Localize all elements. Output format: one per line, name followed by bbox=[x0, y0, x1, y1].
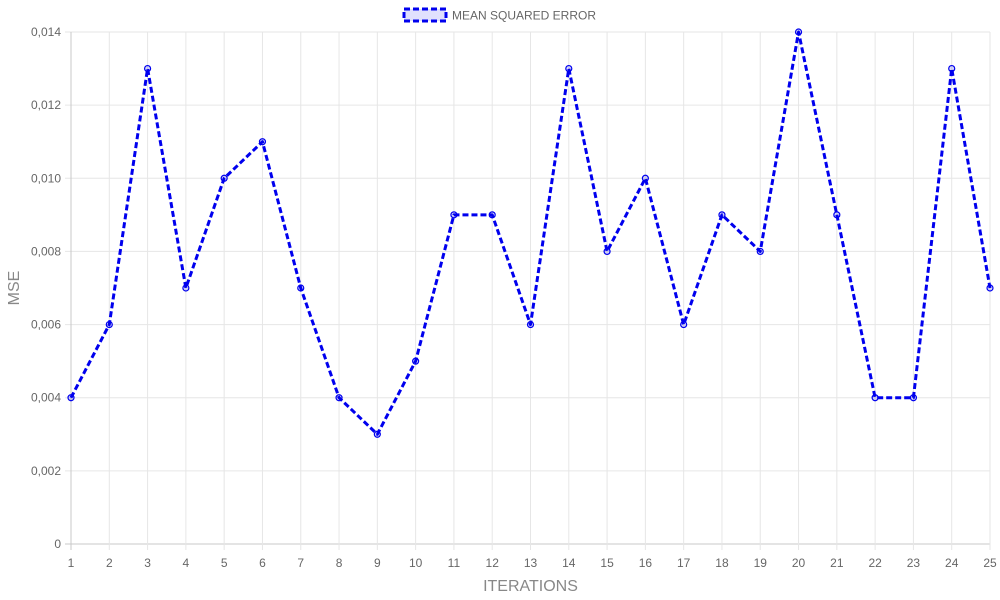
data-point bbox=[297, 284, 305, 292]
data-point bbox=[756, 247, 764, 256]
data-point bbox=[986, 284, 994, 292]
data-point bbox=[909, 394, 918, 402]
y-tick-label: 0,008 bbox=[31, 244, 61, 258]
x-tick-label: 17 bbox=[677, 556, 691, 570]
x-tick-label: 6 bbox=[259, 556, 266, 570]
data-point bbox=[641, 174, 649, 182]
data-point bbox=[680, 320, 688, 329]
data-point bbox=[373, 430, 381, 438]
data-point bbox=[220, 174, 228, 182]
data-point bbox=[833, 211, 841, 219]
x-tick-label: 4 bbox=[183, 556, 190, 570]
data-point bbox=[948, 64, 956, 73]
x-tick-label: 24 bbox=[945, 556, 959, 570]
data-point bbox=[488, 211, 496, 219]
x-tick-label: 7 bbox=[297, 556, 304, 570]
x-tick-label: 13 bbox=[524, 556, 538, 570]
x-tick-label: 15 bbox=[600, 556, 614, 570]
x-tick-label: 25 bbox=[983, 556, 997, 570]
y-tick-label: 0,006 bbox=[31, 318, 61, 332]
grid bbox=[65, 31, 991, 550]
data-point bbox=[871, 394, 879, 402]
data-point bbox=[258, 138, 267, 146]
data-point bbox=[565, 64, 573, 73]
x-tick-label: 21 bbox=[830, 556, 844, 570]
x-tick-label: 5 bbox=[221, 556, 228, 570]
data-point bbox=[450, 211, 458, 219]
x-tick-label: 10 bbox=[409, 556, 423, 570]
x-tick-label: 12 bbox=[486, 556, 500, 570]
legend-swatch bbox=[402, 7, 448, 23]
data-point bbox=[794, 28, 803, 36]
y-tick-label: 0,014 bbox=[31, 25, 61, 39]
x-tick-label: 8 bbox=[336, 556, 343, 570]
y-tick-label: 0,012 bbox=[31, 98, 61, 112]
y-tick-label: 0,002 bbox=[31, 464, 61, 478]
x-tick-label: 19 bbox=[754, 556, 768, 570]
x-tick-label: 18 bbox=[715, 556, 729, 570]
x-tick-label: 22 bbox=[868, 556, 882, 570]
y-tick-label: 0,010 bbox=[31, 171, 61, 185]
data-point bbox=[143, 64, 152, 73]
x-tick-label: 20 bbox=[792, 556, 806, 570]
data-point bbox=[412, 357, 420, 365]
data-point bbox=[182, 284, 190, 292]
x-axis-title: ITERATIONS bbox=[483, 578, 578, 595]
series-line bbox=[69, 30, 992, 436]
legend[interactable]: MEAN SQUARED ERROR bbox=[402, 7, 596, 23]
x-tick-label: 2 bbox=[106, 556, 113, 570]
series-layer bbox=[67, 28, 994, 438]
x-tick-label: 3 bbox=[144, 556, 151, 570]
data-point bbox=[603, 247, 611, 256]
data-point bbox=[718, 211, 726, 219]
x-tick-label: 11 bbox=[448, 556, 461, 570]
data-point bbox=[67, 394, 75, 402]
y-tick-label: 0,004 bbox=[31, 391, 61, 405]
data-point bbox=[105, 320, 113, 329]
x-tick-label: 16 bbox=[639, 556, 653, 570]
y-axis-title: MSE bbox=[6, 271, 23, 306]
data-point bbox=[335, 394, 343, 402]
data-point bbox=[526, 320, 535, 329]
x-tick-label: 9 bbox=[374, 556, 381, 570]
x-tick-label: 23 bbox=[907, 556, 921, 570]
x-tick-label: 14 bbox=[562, 556, 576, 570]
x-tick-label: 1 bbox=[68, 556, 75, 570]
y-tick-label: 0 bbox=[54, 537, 61, 551]
legend-label: MEAN SQUARED ERROR bbox=[452, 9, 596, 23]
